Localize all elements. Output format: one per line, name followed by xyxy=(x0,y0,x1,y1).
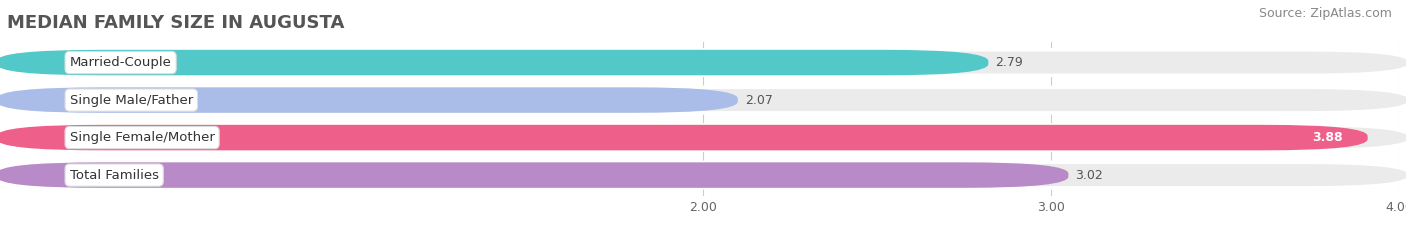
Text: MEDIAN FAMILY SIZE IN AUGUSTA: MEDIAN FAMILY SIZE IN AUGUSTA xyxy=(7,14,344,32)
Text: Married-Couple: Married-Couple xyxy=(70,56,172,69)
FancyBboxPatch shape xyxy=(0,50,988,75)
FancyBboxPatch shape xyxy=(0,50,1406,75)
Text: 2.07: 2.07 xyxy=(745,94,773,106)
FancyBboxPatch shape xyxy=(0,125,1406,150)
Text: 2.79: 2.79 xyxy=(995,56,1024,69)
Text: 3.02: 3.02 xyxy=(1076,169,1104,182)
Text: Total Families: Total Families xyxy=(70,169,159,182)
Text: Source: ZipAtlas.com: Source: ZipAtlas.com xyxy=(1258,7,1392,20)
FancyBboxPatch shape xyxy=(0,125,1368,150)
FancyBboxPatch shape xyxy=(0,162,1069,188)
FancyBboxPatch shape xyxy=(0,162,1406,188)
Text: Single Female/Mother: Single Female/Mother xyxy=(70,131,215,144)
FancyBboxPatch shape xyxy=(0,87,1406,113)
FancyBboxPatch shape xyxy=(0,87,738,113)
Text: 3.88: 3.88 xyxy=(1313,131,1343,144)
Text: Single Male/Father: Single Male/Father xyxy=(70,94,193,106)
